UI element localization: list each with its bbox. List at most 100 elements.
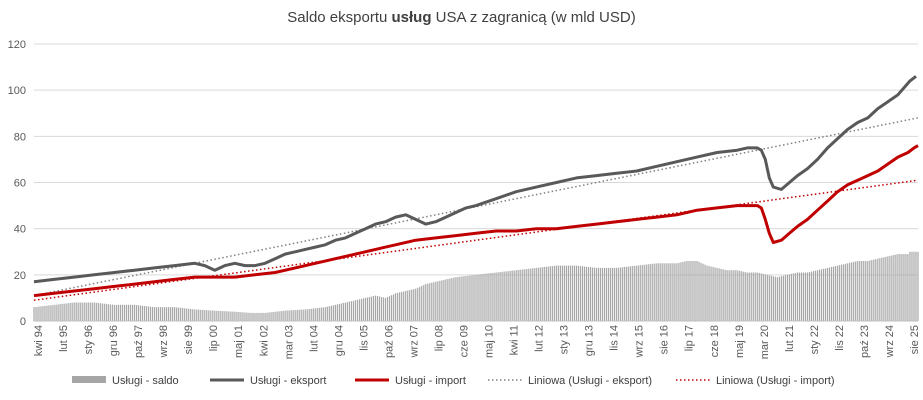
- bar-saldo: [790, 273, 793, 321]
- bar-saldo: [595, 267, 598, 321]
- bar-saldo: [867, 260, 869, 321]
- bar-saldo: [264, 312, 266, 321]
- bar-saldo: [519, 269, 521, 321]
- bar-saldo: [411, 289, 413, 321]
- bar-saldo: [638, 265, 640, 321]
- bar-saldo: [780, 276, 782, 321]
- bar-saldo: [395, 293, 397, 321]
- x-tick-label: kwi 94: [33, 325, 45, 356]
- bar-saldo: [814, 270, 817, 321]
- bar-saldo: [378, 296, 381, 321]
- bar-saldo: [306, 309, 308, 321]
- bar-saldo: [557, 265, 559, 321]
- bar-saldo: [244, 312, 246, 321]
- bar-saldo: [194, 309, 196, 321]
- bar-saldo: [714, 267, 716, 321]
- bar-saldo: [161, 307, 164, 321]
- bar-saldo: [182, 308, 184, 321]
- bar-saldo: [704, 264, 706, 321]
- bar-saldo: [316, 308, 318, 321]
- bar-saldo: [885, 256, 887, 321]
- bar-saldo: [893, 254, 895, 321]
- bar-saldo: [99, 303, 101, 321]
- bar-saldo: [278, 311, 280, 321]
- bar-saldo: [905, 254, 907, 321]
- bar-saldo: [368, 296, 371, 321]
- bar-saldo: [282, 310, 284, 321]
- bar-saldo: [774, 276, 776, 321]
- bar-saldo: [139, 305, 142, 321]
- bar-saldo: [581, 266, 584, 321]
- bar-saldo: [439, 280, 441, 321]
- bar-saldo: [117, 304, 119, 321]
- bar-saldo: [79, 302, 81, 321]
- bar-saldo: [732, 270, 734, 321]
- bar-saldo: [839, 265, 841, 321]
- bar-saldo: [216, 310, 218, 321]
- bar-saldo: [35, 306, 37, 321]
- x-tick-label: cze 18: [709, 325, 721, 357]
- x-tick-label: paź 06: [383, 325, 395, 358]
- bar-saldo: [236, 311, 238, 321]
- bar-saldo: [489, 273, 491, 321]
- x-tick-label: paź 97: [133, 325, 145, 358]
- bar-saldo: [121, 304, 124, 321]
- bar-saldo: [441, 280, 443, 321]
- bar-saldo: [607, 267, 610, 321]
- bar-saldo: [153, 307, 156, 321]
- bar-saldo: [163, 307, 166, 321]
- bar-saldo: [141, 305, 144, 321]
- bar-saldo: [515, 270, 517, 321]
- bar-saldo: [105, 303, 107, 321]
- bar-saldo: [724, 269, 726, 321]
- bar-saldo: [569, 265, 572, 321]
- bar-saldo: [95, 302, 97, 321]
- bar-saldo: [742, 271, 744, 321]
- bar-saldo: [358, 299, 361, 321]
- legend-label: Usługi - saldo: [112, 375, 179, 387]
- bar-saldo: [304, 309, 306, 321]
- bar-saldo: [336, 304, 338, 321]
- bar-saldo: [391, 295, 393, 321]
- bar-saldo: [143, 305, 146, 321]
- bar-saldo: [386, 296, 389, 321]
- bar-saldo: [131, 304, 134, 321]
- bar-saldo: [571, 265, 574, 321]
- bar-saldo: [587, 266, 590, 321]
- bar-saldo: [107, 304, 109, 321]
- bar-saldo: [188, 308, 190, 321]
- bar-saldo: [843, 264, 845, 321]
- bar-saldo: [210, 310, 212, 321]
- bar-saldo: [65, 303, 67, 321]
- bar-saldo: [417, 287, 419, 321]
- bar-saldo: [720, 268, 722, 321]
- bar-saldo: [646, 264, 648, 321]
- bar-saldo: [497, 272, 499, 321]
- bar-saldo: [913, 251, 915, 321]
- bar-saldo: [841, 264, 843, 321]
- bar-saldo: [517, 269, 519, 321]
- bar-saldo: [451, 278, 453, 321]
- bar-saldo: [103, 303, 105, 321]
- bar-saldo: [722, 269, 724, 321]
- bar-saldo: [230, 311, 232, 321]
- bar-saldo: [348, 301, 351, 321]
- bar-saldo: [113, 304, 115, 321]
- bar-saldo: [284, 310, 286, 321]
- bar-saldo: [435, 281, 437, 321]
- bar-saldo: [159, 307, 162, 321]
- x-tick-label: lut 04: [308, 325, 320, 352]
- x-tick-label: kwi 11: [509, 325, 521, 355]
- bar-saldo: [427, 283, 429, 321]
- bar-saldo: [897, 254, 899, 321]
- bar-saldo: [692, 260, 694, 321]
- bar-saldo: [543, 266, 545, 321]
- bar-saldo: [672, 263, 674, 321]
- bar-saldo: [290, 310, 292, 321]
- bar-saldo: [200, 309, 202, 321]
- bar-saldo: [475, 274, 477, 321]
- y-tick-label: 100: [8, 85, 26, 97]
- bar-saldo: [314, 308, 316, 321]
- bar-saldo: [740, 271, 742, 321]
- bar-saldo: [782, 275, 784, 321]
